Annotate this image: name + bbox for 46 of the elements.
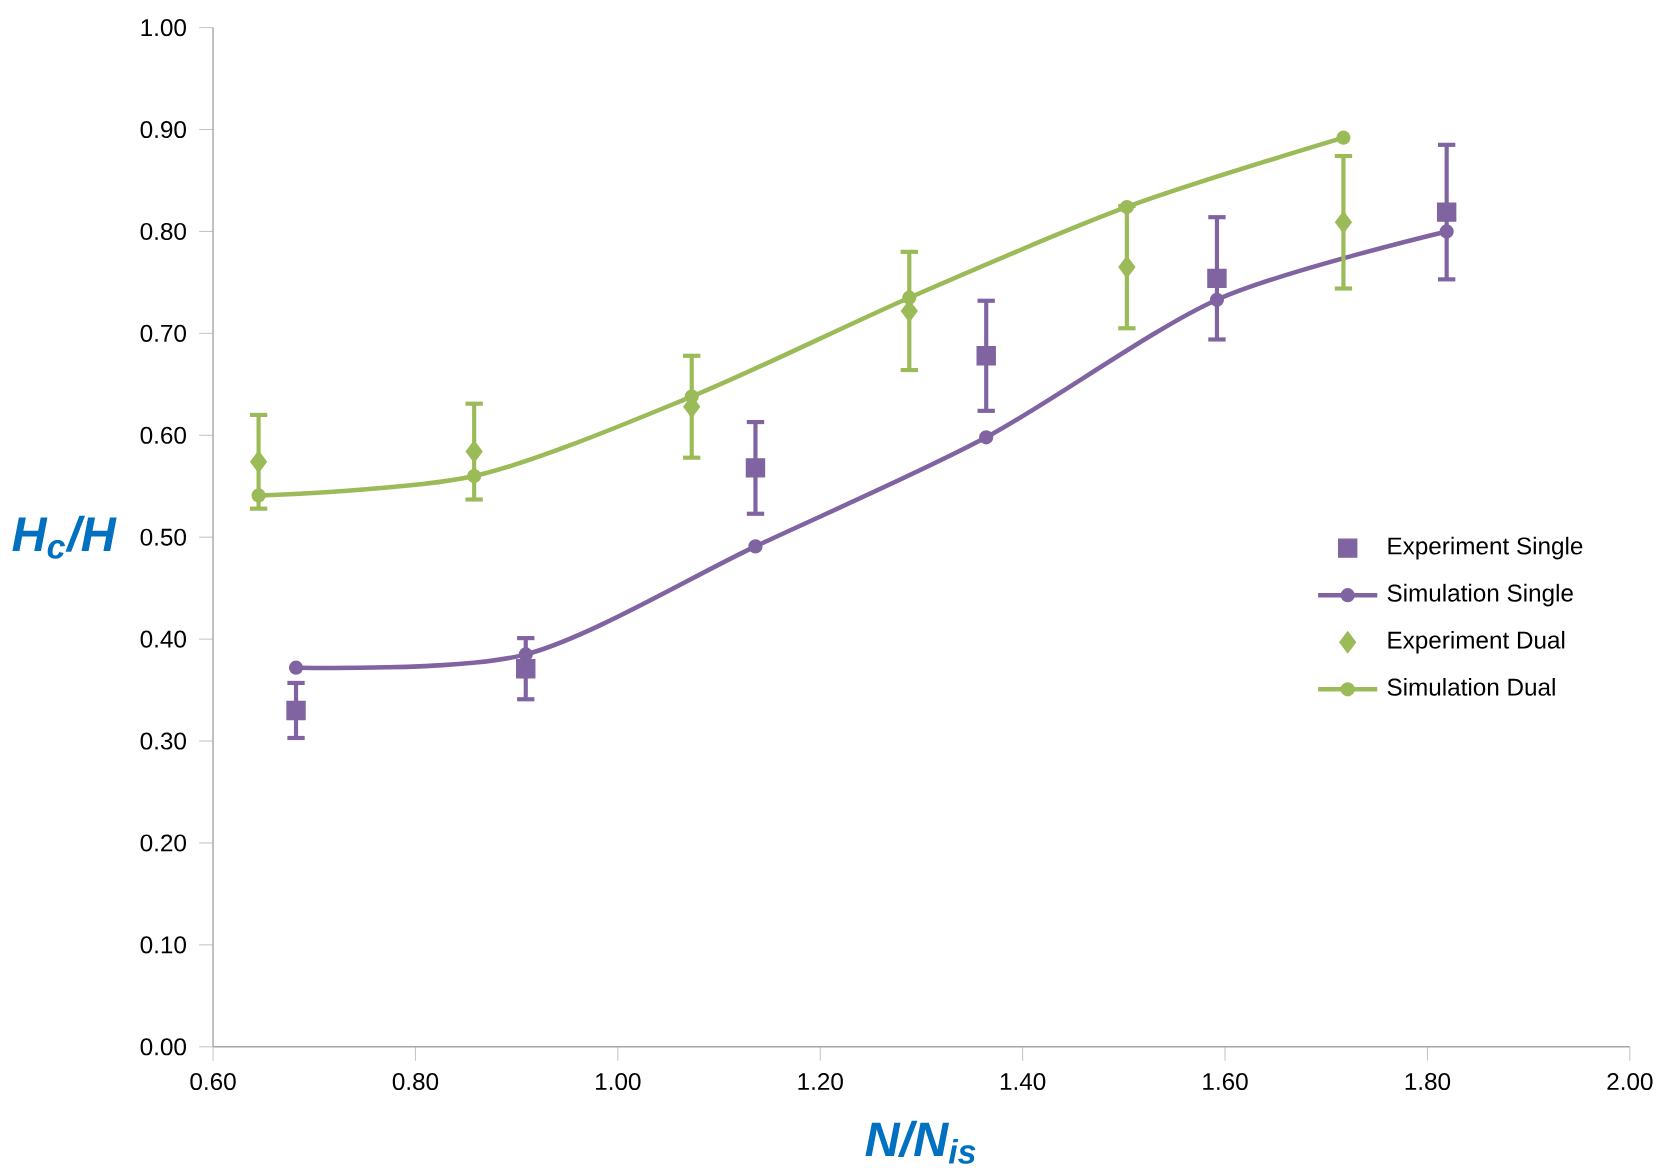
- x-tick-label: 2.00: [1607, 1072, 1653, 1091]
- point: [1119, 199, 1134, 215]
- point: [516, 658, 536, 679]
- y-tick-label: 0.00: [140, 1038, 186, 1056]
- y-tick-label: 1.00: [141, 19, 186, 37]
- point: [1436, 202, 1457, 222]
- point: [1334, 211, 1352, 234]
- y-tick-label: 0.20: [140, 834, 186, 852]
- x-axis-title: N/N$_{is}$: [865, 1120, 976, 1164]
- legend-label: Experiment Single: [1388, 536, 1583, 560]
- point: [288, 660, 304, 675]
- legend-label: Simulation Dual: [1387, 677, 1555, 696]
- point: [286, 700, 306, 721]
- x-tick-label: 1.80: [1405, 1072, 1451, 1091]
- point: [1209, 292, 1225, 307]
- x-tick-label: 1.40: [1000, 1072, 1046, 1091]
- y-tick-label: 0.70: [140, 324, 186, 342]
- y-tick-label: 0.60: [140, 426, 186, 444]
- x-tick-label: 0.80: [392, 1072, 439, 1091]
- point: [684, 389, 699, 404]
- point: [250, 450, 268, 473]
- point: [1439, 224, 1454, 239]
- y-tick-label: 0.80: [140, 222, 186, 241]
- y-tick-label: 0.30: [140, 732, 186, 750]
- point: [1336, 130, 1351, 145]
- y-tick-label: 0.40: [140, 630, 186, 648]
- point: [979, 430, 994, 445]
- point: [467, 468, 482, 484]
- legend-label: Simulation Single: [1387, 583, 1573, 607]
- point: [745, 458, 766, 478]
- point: [976, 346, 996, 366]
- x-tick-label: 0.60: [190, 1072, 236, 1091]
- y-tick-label: 0.90: [140, 120, 186, 139]
- point: [1118, 256, 1136, 279]
- y-tick-label: 0.50: [140, 528, 186, 546]
- point: [251, 488, 266, 503]
- point: [748, 539, 763, 554]
- legend-label: Experiment Dual: [1388, 630, 1565, 654]
- point: [1207, 268, 1227, 289]
- y-tick-label: 0.10: [140, 936, 186, 954]
- x-tick-label: 1.00: [596, 1072, 641, 1091]
- point: [465, 440, 483, 463]
- x-tick-label: 1.20: [798, 1072, 843, 1091]
- point: [902, 290, 917, 305]
- x-tick-label: 1.60: [1203, 1072, 1248, 1091]
- y-axis-title: H$_{c}$/H: [12, 515, 117, 559]
